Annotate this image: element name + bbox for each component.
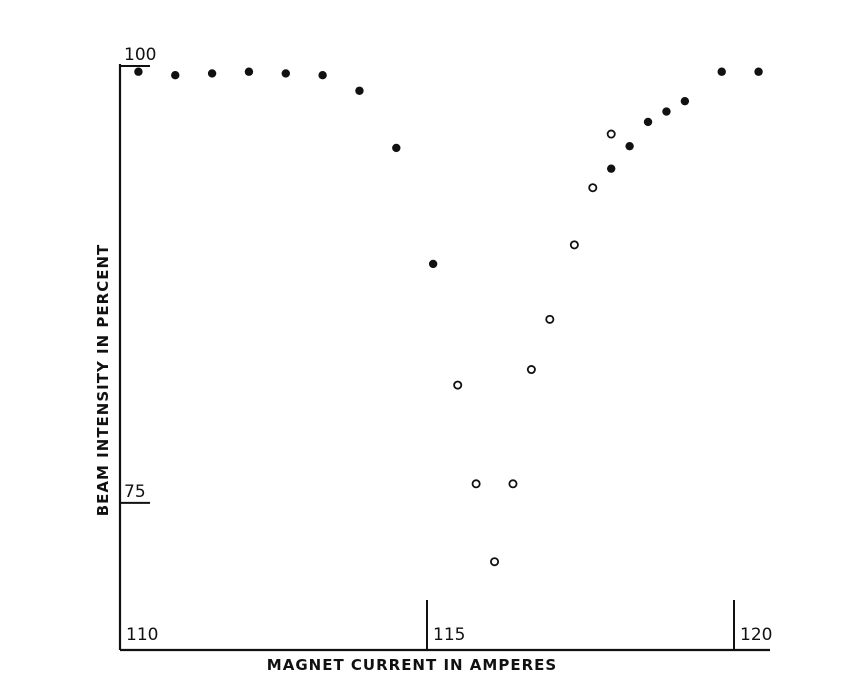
data-point-filled xyxy=(207,69,217,78)
data-point-filled xyxy=(754,67,763,76)
y-axis-title: BEAM INTENSITY IN PERCENT xyxy=(94,244,112,517)
y-tick-label: 100 xyxy=(124,45,156,65)
data-point-open xyxy=(508,479,518,489)
data-point-filled xyxy=(643,117,653,127)
data-point-open xyxy=(569,240,579,250)
data-point-open xyxy=(545,314,555,324)
data-point-filled xyxy=(680,96,690,106)
data-point-filled xyxy=(244,67,254,76)
data-point-open xyxy=(526,365,536,375)
data-point-open xyxy=(453,380,463,390)
data-point-filled xyxy=(281,69,290,78)
data-point-open xyxy=(588,183,598,193)
ticks: 110 115 120 100 75 xyxy=(120,45,772,650)
x-tick-label: 110 xyxy=(126,625,158,645)
data-point-filled xyxy=(717,67,726,76)
y-tick-label: 75 xyxy=(124,482,146,502)
data-point-filled xyxy=(607,164,616,173)
x-tick-label: 115 xyxy=(433,625,465,645)
x-axis-title: MAGNET CURRENT IN AMPERES xyxy=(267,656,557,674)
data-point-filled xyxy=(625,141,634,151)
data-point-filled xyxy=(134,67,143,76)
data-point-filled xyxy=(318,70,327,80)
data-point-open xyxy=(606,129,616,139)
data-point-filled xyxy=(392,143,401,153)
data-point-open xyxy=(471,479,481,489)
data-point-filled xyxy=(171,70,180,80)
x-tick-label: 120 xyxy=(740,625,772,645)
data-point-filled xyxy=(662,107,671,116)
data-point-filled xyxy=(428,259,438,269)
data-point-filled xyxy=(355,86,364,95)
data-point-open xyxy=(490,557,500,567)
data-points xyxy=(134,67,763,567)
axes xyxy=(118,64,770,652)
